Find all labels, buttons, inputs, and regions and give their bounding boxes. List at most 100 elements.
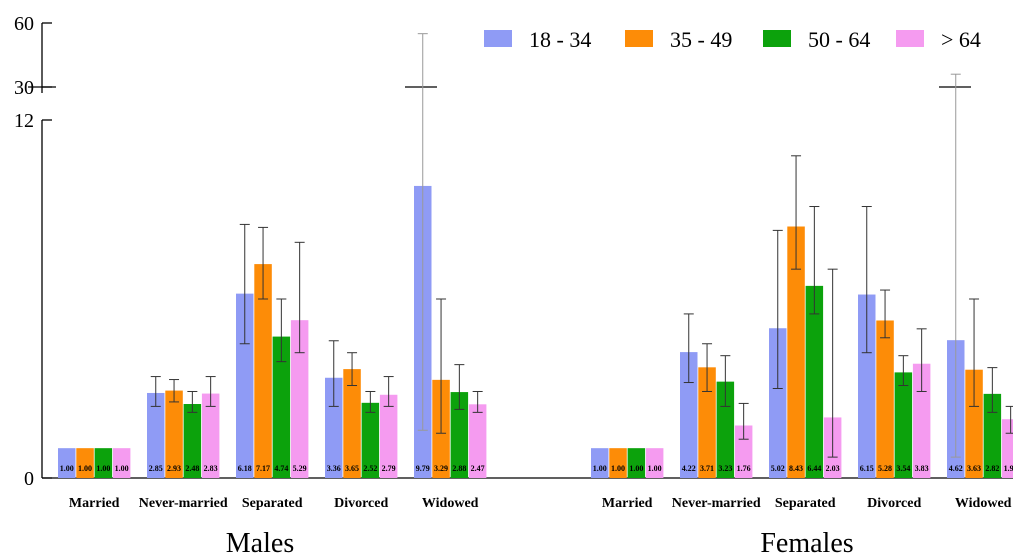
bar: [112, 448, 131, 478]
bar: [468, 404, 487, 478]
bar: [343, 369, 361, 478]
data-label: 6.18: [238, 464, 252, 473]
bar: [201, 393, 220, 478]
data-label: 1.00: [648, 464, 662, 473]
bar: [734, 425, 753, 478]
bar: [325, 377, 343, 478]
data-label: 2.79: [382, 464, 396, 473]
data-label: 3.71: [700, 464, 714, 473]
bar: [1001, 419, 1013, 478]
data-label: 2.85: [149, 464, 163, 473]
legend-swatch: [484, 30, 512, 47]
bar: [805, 285, 824, 478]
bar: [627, 448, 646, 478]
bar: [591, 448, 609, 478]
data-label: 5.29: [293, 464, 307, 473]
data-label: 5.02: [771, 464, 785, 473]
bar: [361, 402, 380, 478]
category-label: Never-married: [139, 496, 228, 511]
category-label: Separated: [775, 496, 836, 511]
y-tick-label: 0: [24, 468, 34, 490]
bar: [965, 369, 983, 478]
category-label: Never-married: [672, 496, 761, 511]
data-label: 3.23: [718, 464, 732, 473]
group-title: Males: [226, 528, 294, 556]
bar: [76, 448, 94, 478]
category-label: Separated: [242, 496, 303, 511]
data-label: 2.88: [452, 464, 466, 473]
bar: [983, 393, 1002, 478]
bar: [236, 293, 254, 478]
legend-swatch: [763, 30, 791, 47]
data-label: 1.00: [115, 464, 129, 473]
data-label: 9.79: [416, 464, 430, 473]
category-label: Widowed: [422, 496, 479, 511]
data-label: 7.17: [256, 464, 270, 473]
legend: 18 - 34 35 - 49 50 - 64 > 64: [484, 27, 981, 52]
data-label: 2.93: [167, 464, 181, 473]
data-label: 4.74: [274, 464, 288, 473]
data-label: 2.48: [185, 464, 199, 473]
data-label: 3.83: [915, 464, 929, 473]
data-label: 2.03: [826, 464, 840, 473]
data-label: 3.36: [327, 464, 341, 473]
data-label: 8.43: [789, 464, 803, 473]
legend-label: 35 - 49: [670, 27, 732, 52]
data-label: 2.82: [985, 464, 999, 473]
bar: [290, 320, 309, 478]
bar: [94, 448, 113, 478]
bar: [165, 390, 183, 478]
bar: [450, 392, 469, 478]
category-label: Divorced: [334, 496, 388, 511]
group-title: Females: [760, 528, 853, 556]
category-label: Married: [602, 496, 653, 511]
y-tick-label: 30: [14, 77, 34, 99]
bar: [147, 392, 165, 478]
y-tick-label: 12: [14, 110, 34, 132]
legend-label: 18 - 34: [529, 27, 591, 52]
bar: [769, 328, 787, 478]
bar: [609, 448, 627, 478]
bar: [876, 320, 894, 478]
data-label: 1.00: [96, 464, 110, 473]
data-label: 3.65: [345, 464, 359, 473]
bar: [272, 336, 291, 478]
bar: [183, 404, 202, 478]
data-label: 3.63: [967, 464, 981, 473]
data-label: 1.00: [611, 464, 625, 473]
data-label: 6.15: [860, 464, 874, 473]
y-tick-label: 60: [14, 13, 34, 35]
y-axis: 0 12 30 60: [14, 13, 1013, 490]
data-label: 1.97: [1004, 464, 1013, 473]
data-label: 1.00: [60, 464, 74, 473]
data-label: 2.47: [471, 464, 485, 473]
data-label: 4.62: [949, 464, 963, 473]
data-label: 5.28: [878, 464, 892, 473]
bar: [716, 381, 735, 478]
bar: [645, 448, 664, 478]
data-label: 2.52: [363, 464, 377, 473]
category-label: Married: [69, 496, 120, 511]
bar: [58, 448, 76, 478]
bars: 1.00 1.00 1.00 1.00 2.85 2.93 2.48 2.83 6.18 7.17…: [58, 33, 1013, 478]
data-label: 2.83: [204, 464, 218, 473]
bar: [858, 294, 876, 478]
category-label: Widowed: [955, 496, 1012, 511]
bar: [787, 226, 805, 478]
bar: [912, 363, 931, 478]
bar: [379, 394, 398, 478]
data-label: 3.29: [434, 464, 448, 473]
data-label: 1.00: [78, 464, 92, 473]
data-label: 1.00: [629, 464, 643, 473]
bar: [698, 367, 716, 478]
category-label: Divorced: [867, 496, 921, 511]
legend-swatch: [896, 30, 924, 47]
data-label: 4.22: [682, 464, 696, 473]
data-label: 6.44: [807, 464, 821, 473]
bar: [254, 264, 272, 478]
legend-swatch: [625, 30, 653, 47]
category-labels: Married Never-married Separated Divorced Wid…: [69, 496, 1012, 556]
legend-label: 50 - 64: [808, 27, 870, 52]
bar: [680, 352, 698, 478]
